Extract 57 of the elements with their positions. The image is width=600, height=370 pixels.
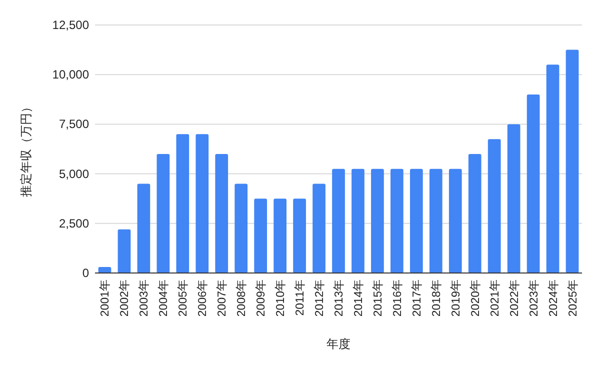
x-tick-label: 2006年 (196, 279, 210, 317)
x-tick-label: 2023年 (527, 279, 540, 317)
x-tick-label: 2008年 (235, 279, 248, 317)
x-tick-label: 2018年 (430, 279, 443, 317)
bar (137, 184, 150, 273)
bar (566, 50, 579, 273)
x-tick-label: 2003年 (138, 279, 151, 317)
x-tick-label: 2020年 (468, 279, 482, 317)
x-tick-label: 2015年 (371, 279, 384, 317)
x-tick-label: 2005年 (176, 279, 190, 317)
bar (371, 168, 384, 273)
x-tick-label: 2004年 (157, 279, 170, 317)
y-tick-label: 12,500 (52, 18, 90, 32)
x-tick-label: 2001年 (98, 279, 112, 317)
x-tick-label: 2011年 (294, 279, 307, 316)
bar (156, 154, 170, 273)
bar (332, 168, 345, 273)
x-tick-label: 2022年 (508, 279, 521, 317)
y-tick-label: 0 (82, 266, 90, 280)
bar (410, 168, 423, 273)
bar (293, 198, 306, 273)
y-tick-label: 5,000 (58, 166, 90, 181)
y-tick-label: 10,000 (52, 68, 90, 82)
bar (468, 154, 482, 273)
bar (176, 134, 190, 273)
x-tick-label: 2019年 (449, 279, 462, 317)
x-tick-label: 2013年 (332, 279, 346, 317)
x-tick-label: 2025年 (566, 279, 580, 317)
bar (254, 198, 268, 273)
bar (390, 168, 404, 273)
bar (546, 64, 560, 273)
bar (234, 184, 248, 273)
bar (526, 94, 540, 273)
x-tick-label: 2016年 (390, 279, 404, 317)
bar (488, 139, 501, 273)
x-tick-label: 2009年 (254, 279, 268, 317)
bar (352, 168, 364, 273)
bar (429, 168, 442, 273)
x-axis-title: 年度 (326, 337, 350, 351)
bar (507, 124, 520, 273)
bar (312, 184, 326, 273)
bar (215, 154, 228, 273)
x-tick-label: 2012年 (313, 279, 326, 317)
x-tick-label: 2024年 (546, 279, 560, 317)
y-tick-label: 2,500 (58, 216, 90, 230)
x-tick-label: 2014年 (352, 279, 365, 317)
y-tick-label: 7,500 (58, 117, 90, 132)
x-tick-label: 2021年 (488, 279, 502, 317)
bar (274, 198, 286, 273)
x-tick-label: 2010年 (274, 279, 288, 317)
y-axis-title: 推定年収（万円） (19, 101, 33, 197)
x-tick-label: 2017年 (410, 279, 424, 317)
bar (448, 168, 462, 273)
x-tick-label: 2002年 (118, 279, 132, 317)
bar (118, 229, 131, 273)
x-tick-label: 2007年 (216, 279, 229, 317)
bar (196, 134, 209, 273)
